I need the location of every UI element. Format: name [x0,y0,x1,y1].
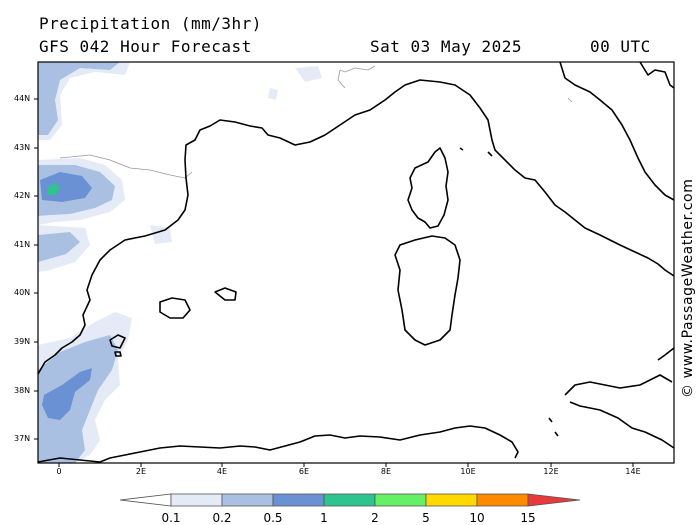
lon-label: 12E [543,467,559,476]
legend-swatch [221,493,274,507]
legend-swatch-above [527,493,581,507]
lon-label: 2E [135,467,147,476]
lat-label: 42N [14,191,31,200]
legend-level-label: 10 [469,511,485,525]
legend-swatch [323,493,376,507]
lon-label: 6E [298,467,310,476]
precip-core [47,183,60,195]
legend-level-label: 0.2 [212,511,232,525]
legend-swatch-below [119,493,172,507]
legend-level-label: 0.5 [263,511,283,525]
forecast-subtitle: GFS 042 Hour Forecast [39,37,252,56]
lon-label: 4E [216,467,228,476]
lon-label: 0 [56,467,62,476]
legend-swatch [374,493,427,507]
lat-label: 37N [14,434,31,443]
lat-label: 44N [14,94,31,103]
site-credit: © www.PassageWeather.com [680,178,696,398]
forecast-time: 00 UTC [590,37,651,56]
legend-level-label: 1 [320,511,328,525]
lat-label: 38N [14,386,31,395]
legend-swatch [476,493,529,507]
coastlines [37,61,675,463]
legend-level-label: 15 [520,511,536,525]
lon-label: 14E [625,467,641,476]
axis-ticks [34,98,634,467]
legend-level-label: 5 [422,511,430,525]
lon-label: 10E [460,467,476,476]
legend-colorbar [119,493,581,507]
lat-label: 43N [14,143,31,152]
legend-level-label: 2 [371,511,379,525]
map-frame [37,61,675,464]
legend-swatch [272,493,325,507]
lat-label: 39N [14,337,31,346]
lon-label: 8E [380,467,392,476]
lat-label: 40N [14,288,31,297]
legend-level-label: 0.1 [161,511,181,525]
legend-swatch [170,493,223,507]
lat-label: 41N [14,240,31,249]
map-title: Precipitation (mm/3hr) [39,14,262,33]
country-borders [59,65,573,179]
forecast-date: Sat 03 May 2025 [370,37,522,56]
legend-swatch [425,493,478,507]
